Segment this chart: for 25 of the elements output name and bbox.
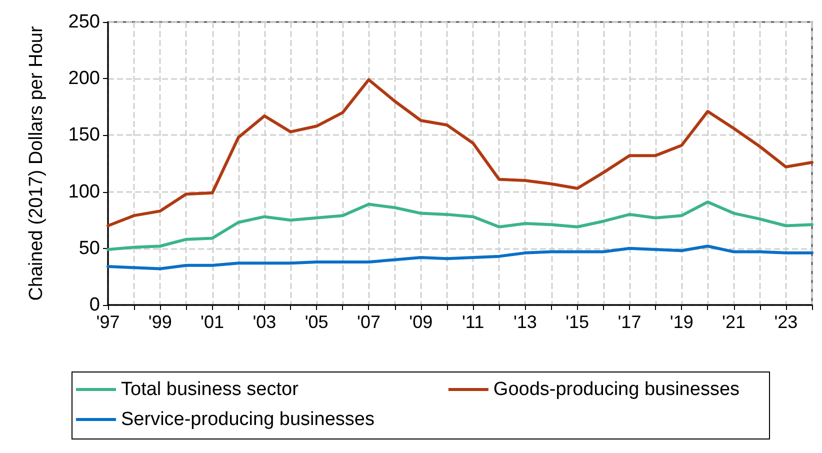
line-series	[106, 200, 814, 252]
y-axis-title: Chained (2017) Dollars per Hour	[26, 26, 47, 301]
legend-label: Total business sector	[121, 379, 300, 400]
x-tick-label: '03	[252, 312, 276, 332]
x-tick-label: '09	[409, 312, 433, 332]
line-series	[106, 78, 814, 228]
legend-label: Goods-producing businesses	[493, 379, 740, 400]
x-tick-label: '15	[566, 312, 590, 332]
x-tick-label: '13	[513, 312, 537, 332]
x-tick-label: '17	[618, 312, 642, 332]
x-tick-label: '23	[774, 312, 798, 332]
y-tick-label: 250	[68, 12, 100, 32]
x-tick-label: '05	[304, 312, 328, 332]
y-tick-label: 150	[68, 124, 100, 146]
y-tick-label: 200	[68, 68, 100, 90]
x-tick-label: '19	[670, 312, 694, 332]
x-tick-label: '01	[200, 312, 224, 332]
y-tick-label: 50	[78, 238, 100, 259]
line-series	[106, 244, 814, 270]
x-tick-label: '07	[357, 312, 380, 332]
y-tick-label: 100	[68, 181, 100, 202]
legend-label: Service-producing businesses	[121, 409, 374, 430]
x-tick-label: '11	[462, 312, 484, 332]
x-tick-label: '99	[148, 312, 172, 332]
x-tick-label: '21	[722, 312, 746, 332]
